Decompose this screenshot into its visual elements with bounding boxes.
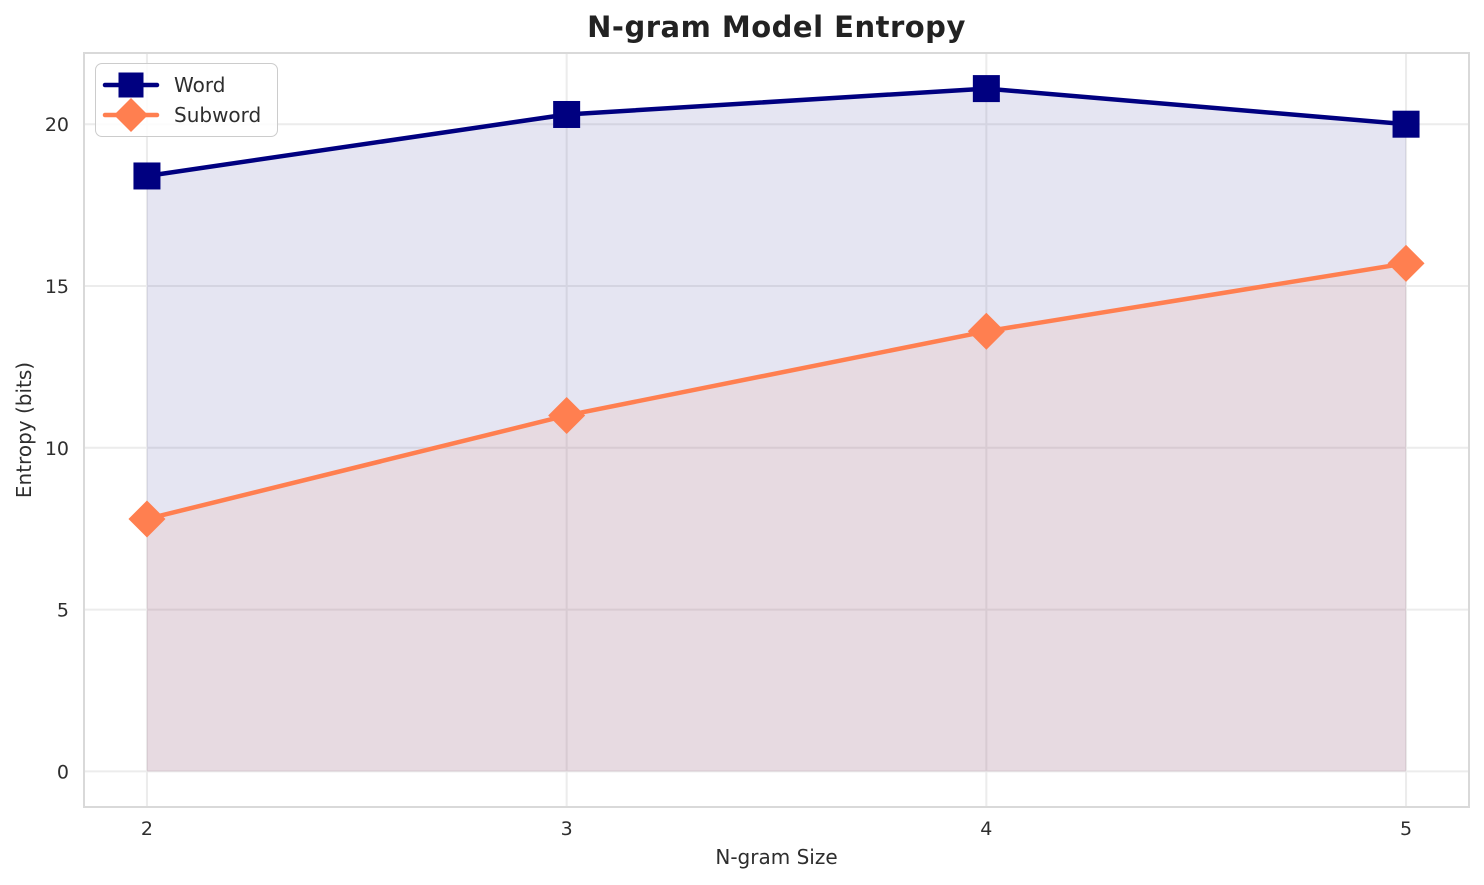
x-tick-label: 3 bbox=[561, 818, 573, 840]
y-tick-label: 0 bbox=[57, 761, 69, 783]
x-tick-label: 2 bbox=[141, 818, 153, 840]
square-marker-icon bbox=[553, 101, 580, 128]
diamond-marker-icon bbox=[114, 98, 148, 132]
chart-title: N-gram Model Entropy bbox=[84, 10, 1469, 44]
legend-label-word: Word bbox=[174, 73, 225, 97]
x-axis-label: N-gram Size bbox=[84, 845, 1469, 869]
x-tick-label: 5 bbox=[1400, 818, 1412, 840]
legend-label-subword: Subword bbox=[174, 103, 261, 127]
square-marker-icon bbox=[133, 162, 160, 189]
y-tick-label: 20 bbox=[45, 114, 69, 136]
legend-item-subword: Subword bbox=[102, 100, 261, 130]
square-marker-icon bbox=[973, 75, 1000, 102]
figure: 0 5 10 15 20 2 3 4 5 N-gram Model Entropy Word S… bbox=[0, 0, 1484, 885]
y-axis-label: Entropy (bits) bbox=[12, 362, 36, 498]
legend-item-word: Word bbox=[102, 70, 261, 100]
square-marker-icon bbox=[119, 73, 144, 98]
y-tick-label: 15 bbox=[45, 276, 69, 298]
legend: Word Subword bbox=[95, 63, 278, 137]
word-series-marker-icon bbox=[102, 70, 160, 100]
square-marker-icon bbox=[1393, 111, 1420, 138]
y-tick-label: 5 bbox=[57, 600, 69, 622]
y-tick-label: 10 bbox=[45, 438, 69, 460]
subword-series-marker-icon bbox=[102, 100, 160, 130]
x-tick-label: 4 bbox=[980, 818, 992, 840]
